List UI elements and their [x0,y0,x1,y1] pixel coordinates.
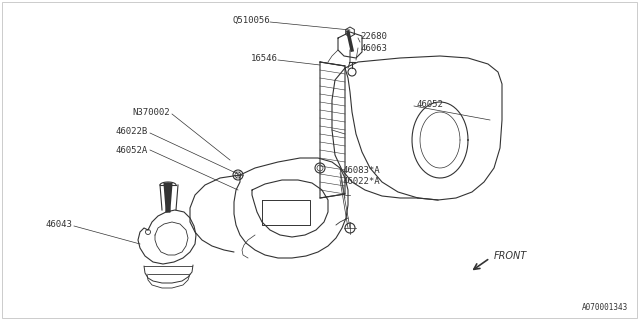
Text: N370002: N370002 [132,108,170,116]
Text: FRONT: FRONT [494,251,527,261]
Text: 46022B: 46022B [116,126,148,135]
Text: 46052: 46052 [416,100,443,108]
Text: 46022*A: 46022*A [342,177,380,186]
Text: A070001343: A070001343 [582,303,628,313]
Text: 46043: 46043 [45,220,72,228]
Text: 16546: 16546 [251,53,278,62]
Text: 22680: 22680 [360,31,387,41]
Text: 46063: 46063 [360,44,387,52]
Text: Q510056: Q510056 [232,15,270,25]
Text: 46052A: 46052A [116,146,148,155]
Text: 46083*A: 46083*A [342,165,380,174]
